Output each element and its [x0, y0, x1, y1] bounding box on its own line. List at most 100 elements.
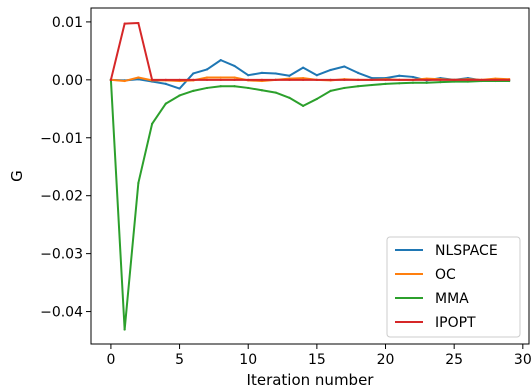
- data-point-mma: [398, 82, 401, 85]
- data-point-nlspace: [411, 75, 415, 79]
- data-point-mma: [411, 81, 415, 84]
- data-point-oc: [137, 76, 140, 79]
- data-point-oc: [233, 76, 236, 79]
- y-tick-label: −0.02: [40, 189, 83, 205]
- data-point-mma: [370, 83, 373, 87]
- y-axis-ticks: 0.01 0.00 −0.01 −0.02 −0.03 −0.04: [40, 15, 91, 321]
- data-point-nlspace: [164, 82, 167, 85]
- data-point-nlspace: [329, 68, 332, 72]
- data-point-nlspace: [370, 77, 373, 80]
- data-point-ipopt: [233, 78, 236, 81]
- data-point-mma: [233, 85, 236, 88]
- plot-area-frame: [90, 7, 530, 345]
- data-point-ipopt: [439, 78, 442, 81]
- data-point-ipopt: [109, 78, 113, 81]
- data-point-mma: [219, 85, 222, 88]
- data-point-mma: [192, 89, 195, 92]
- x-tick-label: 20: [377, 352, 395, 368]
- data-point-mma: [356, 85, 360, 88]
- data-point-nlspace: [356, 71, 360, 74]
- data-point-ipopt: [288, 78, 291, 81]
- y-tick-label: 0.01: [52, 15, 83, 31]
- data-point-nlspace: [315, 74, 318, 77]
- y-axis-label: G: [8, 170, 26, 182]
- data-point-ipopt: [507, 78, 511, 81]
- data-point-nlspace: [247, 74, 250, 77]
- x-tick-label: 30: [514, 352, 532, 368]
- data-point-oc: [219, 76, 222, 79]
- data-point-ipopt: [247, 78, 250, 81]
- data-point-nlspace: [302, 66, 305, 69]
- data-point-ipopt: [356, 78, 360, 81]
- data-point-mma: [178, 94, 181, 97]
- series-layer: [109, 21, 511, 331]
- x-tick-label: 10: [239, 352, 257, 368]
- data-point-ipopt: [315, 78, 318, 81]
- data-point-ipopt: [494, 78, 497, 81]
- data-point-ipopt: [192, 78, 195, 81]
- data-point-mma: [343, 86, 346, 90]
- legend: NLSPACE OC MMA IPOPT: [386, 236, 521, 338]
- data-point-ipopt: [151, 78, 154, 81]
- data-point-mma: [302, 104, 305, 107]
- data-point-ipopt: [137, 21, 140, 25]
- data-point-mma: [247, 86, 250, 90]
- legend-box: [386, 236, 521, 338]
- data-point-nlspace: [219, 59, 222, 62]
- series-line-ipopt: [109, 22, 511, 82]
- data-point-mma: [466, 80, 469, 83]
- legend-label-ipopt: IPOPT: [435, 315, 476, 331]
- data-point-ipopt: [480, 78, 483, 81]
- data-point-oc: [302, 77, 305, 80]
- data-point-mma: [123, 328, 126, 331]
- data-point-nlspace: [137, 78, 140, 81]
- data-point-mma: [260, 89, 264, 92]
- data-point-mma: [137, 181, 140, 185]
- data-point-ipopt: [274, 78, 277, 81]
- data-point-ipopt: [178, 78, 181, 81]
- x-axis-label: Iteration number: [247, 371, 375, 389]
- x-tick-label: 5: [175, 352, 184, 368]
- data-point-mma: [453, 80, 456, 83]
- data-point-ipopt: [205, 78, 209, 81]
- data-point-ipopt: [164, 78, 167, 81]
- data-point-nlspace: [233, 64, 236, 68]
- data-point-nlspace: [178, 87, 181, 90]
- data-point-oc: [123, 79, 126, 83]
- data-point-mma: [315, 97, 318, 101]
- data-point-ipopt: [219, 78, 222, 81]
- data-point-ipopt: [123, 22, 126, 25]
- y-tick-label: 0.00: [52, 73, 83, 89]
- data-point-nlspace: [192, 72, 195, 75]
- data-point-oc: [205, 76, 209, 79]
- data-point-nlspace: [205, 68, 209, 71]
- x-axis-ticks: 0 5 10 15 20 25 30: [106, 344, 532, 368]
- data-point-mma: [288, 96, 291, 99]
- data-point-ipopt: [398, 78, 401, 81]
- data-point-ipopt: [384, 78, 387, 81]
- data-point-ipopt: [411, 78, 415, 81]
- data-point-ipopt: [466, 78, 469, 81]
- legend-label-oc: OC: [435, 267, 456, 283]
- data-point-ipopt: [343, 78, 346, 81]
- data-point-mma: [439, 81, 442, 84]
- data-point-mma: [329, 89, 332, 92]
- data-point-mma: [151, 122, 154, 125]
- data-point-ipopt: [453, 78, 456, 81]
- data-point-mma: [274, 91, 277, 94]
- legend-label-nlspace: NLSPACE: [435, 243, 498, 259]
- y-tick-label: −0.04: [40, 305, 83, 321]
- data-point-ipopt: [425, 78, 428, 81]
- data-point-nlspace: [274, 72, 277, 75]
- data-point-mma: [164, 102, 167, 105]
- data-point-mma: [205, 86, 209, 90]
- x-tick-label: 15: [308, 352, 326, 368]
- data-point-mma: [425, 81, 428, 84]
- data-point-nlspace: [398, 74, 401, 77]
- data-point-nlspace: [288, 74, 291, 77]
- data-point-ipopt: [260, 78, 264, 81]
- y-tick-label: −0.03: [40, 247, 83, 263]
- data-point-ipopt: [329, 78, 332, 81]
- x-tick-label: 0: [106, 352, 115, 368]
